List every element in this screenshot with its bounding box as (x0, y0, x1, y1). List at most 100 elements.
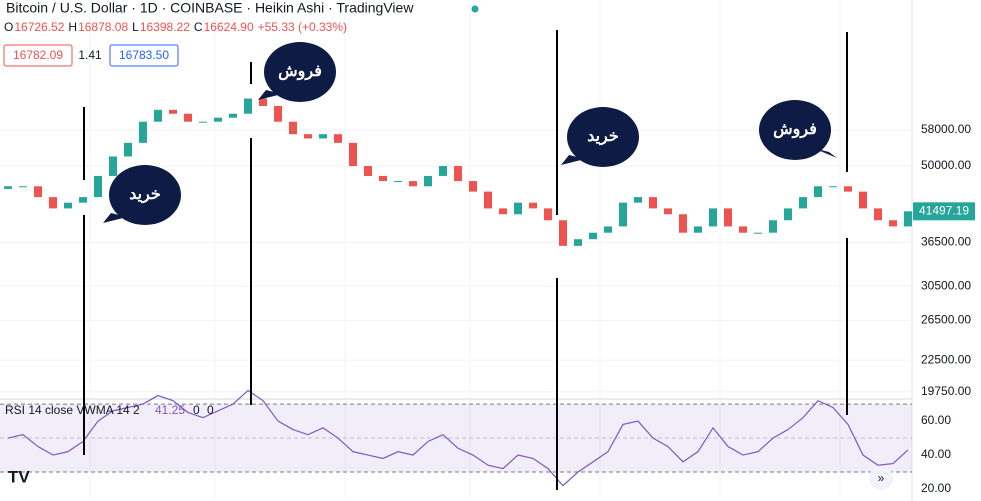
candle-body (634, 197, 642, 203)
candle-body (769, 220, 777, 233)
bid-box (3, 44, 73, 67)
rsi-extra: 0 (207, 403, 214, 417)
bubble-label: خرید (587, 128, 619, 146)
last-price: 41497.19 (919, 203, 969, 217)
candle-body (439, 166, 447, 176)
candle-body (859, 191, 867, 209)
candle-body (124, 142, 132, 157)
candle-body (754, 232, 762, 234)
candle-body (484, 191, 492, 209)
candle-body (19, 186, 27, 188)
candle-body (514, 202, 522, 215)
scroll-button[interactable] (869, 466, 893, 490)
ohlc-value: 16878.08 (78, 20, 128, 34)
candle-body (529, 202, 537, 209)
candle-body (244, 98, 252, 114)
candle-body (709, 208, 717, 227)
y-tick-label: 26500.00 (921, 312, 971, 326)
candle-body (559, 220, 567, 246)
bubble-label: فروش (773, 121, 817, 139)
candle-body (664, 208, 672, 215)
tv-logo: TV (8, 467, 30, 486)
rsi-line (7, 389, 909, 487)
y-tick-label: 50000.00 (921, 158, 971, 172)
speech-bubble (109, 165, 181, 225)
candle-body (109, 156, 117, 176)
ask: 16783.50 (119, 48, 169, 62)
bubble-label: خرید (129, 186, 161, 204)
candle-body (349, 142, 357, 167)
ohlc-key: L (132, 20, 139, 34)
candle-body (364, 166, 372, 176)
candle-body (604, 226, 612, 233)
bubble-tail (561, 155, 585, 165)
rsi-tick-label: 20.00 (921, 481, 951, 495)
signal-lines (83, 30, 848, 490)
ohlc-key: H (68, 20, 77, 34)
candle-body (844, 186, 852, 192)
ohlc-key: O (4, 20, 13, 34)
candle-body (829, 186, 837, 188)
spread: 1.41 (78, 48, 102, 62)
candle-body (169, 109, 177, 114)
ohlc-value: 16398.22 (140, 20, 190, 34)
candle-body (904, 211, 912, 227)
chart-title: Bitcoin / U.S. Dollar · 1D · COINBASE · … (6, 0, 414, 16)
speech-bubble (264, 42, 336, 102)
candle-body (289, 121, 297, 135)
candle-body (454, 166, 462, 182)
candle-body (739, 226, 747, 233)
candle-body (874, 208, 882, 221)
candle-body (79, 197, 87, 203)
bid: 16782.09 (13, 48, 63, 62)
ask-box (109, 44, 179, 67)
y-tick-label: 22500.00 (921, 352, 971, 366)
candle-body (199, 121, 207, 123)
ohlc-key: C (194, 20, 203, 34)
rsi-tick-label: 60.00 (921, 413, 951, 427)
candle-body (499, 208, 507, 215)
candle-body (139, 121, 147, 143)
vertical-grid (89, 0, 841, 497)
bubble-label: فروش (278, 63, 322, 81)
rsi-band (0, 404, 912, 473)
bubble-tail (258, 90, 282, 100)
candle-body (259, 98, 267, 107)
candle-body (184, 113, 192, 122)
candle-body (4, 186, 12, 189)
candle-body (334, 134, 342, 143)
candle-body (724, 208, 732, 227)
candle-body (319, 134, 327, 139)
candle-body (304, 134, 312, 139)
candle-body (64, 202, 72, 209)
candle-body (379, 175, 387, 182)
y-tick-label: 58000.00 (921, 122, 971, 136)
y-tick-label: 36500.00 (921, 235, 971, 249)
candle-body (94, 175, 102, 198)
candle-body (814, 186, 822, 198)
candle-body (424, 175, 432, 187)
candle-body (649, 197, 657, 209)
candle-body (799, 197, 807, 209)
candle-body (544, 208, 552, 221)
candle-body (274, 106, 282, 122)
candle-body (694, 226, 702, 233)
candle-body (679, 214, 687, 233)
candle-body (409, 181, 417, 187)
scroll-icon: » (878, 471, 885, 485)
speech-bubble (759, 100, 831, 160)
ohlc-value: 16726.52 (14, 20, 64, 34)
candle-body (34, 186, 42, 198)
bubble-tail (813, 148, 837, 158)
candle-body (784, 208, 792, 221)
y-tick-label: 30500.00 (921, 278, 971, 292)
rsi-label: RSI 14 close VWMA 14 2 (5, 403, 140, 417)
candle-body (889, 220, 897, 227)
candle-body (589, 232, 597, 240)
candle-body (154, 109, 162, 122)
candle-body (394, 181, 402, 183)
candle-body (49, 197, 57, 209)
last-price-box (913, 202, 975, 221)
ohlc-value: 16624.90 (204, 20, 254, 34)
